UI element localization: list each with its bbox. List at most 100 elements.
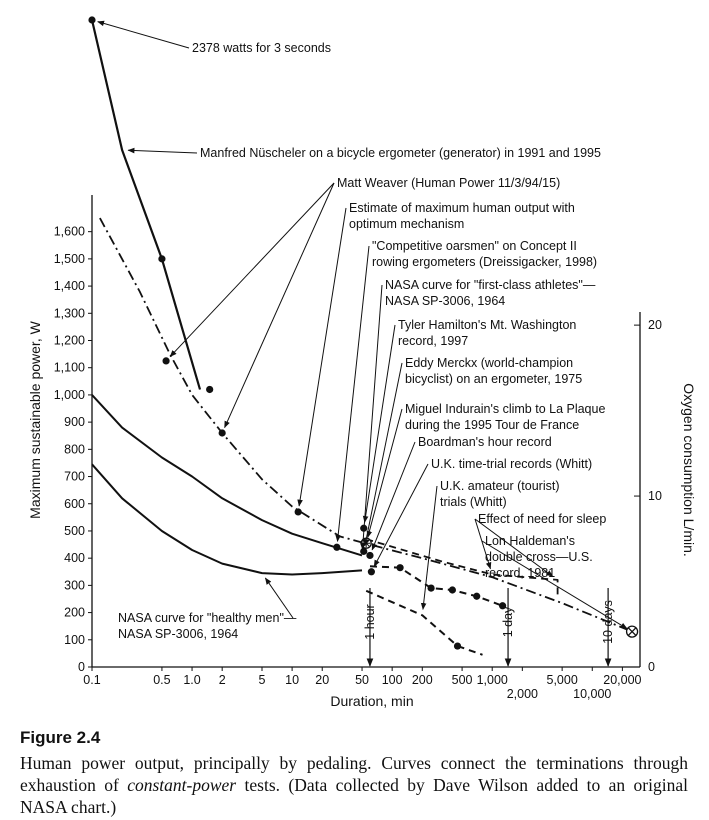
x-tick-label: 100 [382,673,403,687]
annotation: during the 1995 Tour de France [405,418,579,432]
annotation-arrow [97,20,190,49]
annotation-arrow [127,147,198,154]
data-point [396,564,404,572]
annotation: Tyler Hamilton's Mt. Washington [398,318,576,332]
data-point [448,586,456,594]
curve [91,463,363,576]
annotation-arrow [371,441,416,551]
annotation-arrow [224,182,335,429]
x-tick-label: 500 [452,673,473,687]
y-tick-label: 1,400 [54,279,85,293]
annotation: rowing ergometers (Dreissigacker, 1998) [372,255,597,269]
y2-tick-label: 20 [648,318,662,332]
point-glyph [627,627,637,636]
y-tick-label: 900 [64,415,85,429]
data-point [473,592,481,600]
y-tick-label: 700 [64,470,85,484]
x-tick-label: 2 [219,673,226,687]
annotation: record, 1981 [485,566,555,580]
x-tick-label: 1.0 [183,673,200,687]
x-tick-label: 50 [355,673,369,687]
annotation: trials (Whitt) [440,495,507,509]
annotation-arrow [481,540,628,629]
annotation-arrow [297,207,347,507]
y-tick-label: 400 [64,551,85,565]
x-tick-label: 20,000 [603,673,641,687]
y-tick-label: 0 [78,660,85,674]
y-tick-label: 1,100 [54,361,85,375]
curve [99,217,633,633]
figure-caption-block: Figure 2.4 Human power output, principal… [20,728,688,818]
annotation: NASA curve for "first-class athletes"— [385,278,596,292]
data-point [218,429,226,437]
y2-axis-label: Oxygen consumption L/min. [681,383,697,557]
data-point [498,602,507,610]
annotation-arrow [366,408,403,539]
caption-text: Human power output, principally by pedal… [20,753,688,795]
y2-tick-label: 0 [648,660,655,674]
annotation-arrow [360,284,383,551]
x-tick-label: 1,000 [477,673,508,687]
caption-text: tests. (Data collected by Dave Wilson ad… [20,775,688,817]
annotation-arrow [420,485,438,611]
x-tick-label: 5,000 [547,673,578,687]
time-marker-label: 1 day [501,606,515,637]
data-point [427,584,435,592]
annotation: 2378 watts for 3 seconds [192,41,331,55]
x-tick-label: 20 [315,673,329,687]
data-point [162,357,170,365]
data-point [88,16,96,24]
y-tick-label: 1,200 [54,334,85,348]
annotation: Estimate of maximum human output with [349,201,575,215]
annotation: NASA SP-3006, 1964 [118,627,238,641]
annotation: NASA SP-3006, 1964 [385,294,505,308]
curve [91,394,363,557]
y-tick-label: 300 [64,578,85,592]
annotation-arrow [373,463,429,568]
data-point [366,551,374,560]
annotation: Matt Weaver (Human Power 11/3/94/15) [337,176,560,190]
y-tick-label: 1,600 [54,225,85,239]
annotation: Miguel Indurain's climb to La Plaque [405,402,605,416]
curve [365,589,483,656]
caption-italic: constant-power [127,775,237,795]
data-point [333,543,341,551]
annotation: record, 1997 [398,334,468,348]
figure-caption: Human power output, principally by pedal… [20,752,688,818]
annotation: U.K. amateur (tourist) [440,479,559,493]
data-point [453,642,462,650]
x-tick-label: 2,000 [507,687,538,701]
curve [369,565,503,607]
annotation: double cross—U.S. [485,550,593,564]
annotation: NASA curve for "healthy men"— [118,611,297,625]
x-tick-label: 10,000 [573,687,611,701]
annotation: Boardman's hour record [418,435,552,449]
annotation: Manfred Nüscheler on a bicycle ergometer… [200,146,601,160]
y-tick-label: 200 [64,606,85,620]
annotation-arrow [474,518,492,570]
data-point [367,568,375,576]
x-axis-label: Duration, min [330,693,413,709]
x-tick-label: 0.5 [153,673,170,687]
annotation-arrow [474,518,554,577]
data-point [158,255,166,263]
curve [90,19,202,390]
annotation-arrow [264,577,294,619]
annotation: bicyclist) on an ergometer, 1975 [405,372,582,386]
annotation-arrow [363,362,403,547]
curve [365,538,559,599]
y-tick-label: 600 [64,497,85,511]
data-point [206,385,214,394]
annotation: Effect of need for sleep [478,512,606,526]
data-point [294,508,302,516]
x-tick-label: 5 [259,673,266,687]
annotation: "Competitive oarsmen" on Concept II [372,239,577,253]
y-tick-label: 800 [64,442,85,456]
y-axis-label: Maximum sustainable power, W [27,320,43,518]
annotation-arrow [335,245,370,543]
annotation-arrow [362,324,396,523]
x-tick-label: 200 [412,673,433,687]
x-tick-label: 0.1 [83,673,100,687]
y2-tick-label: 10 [648,489,662,503]
